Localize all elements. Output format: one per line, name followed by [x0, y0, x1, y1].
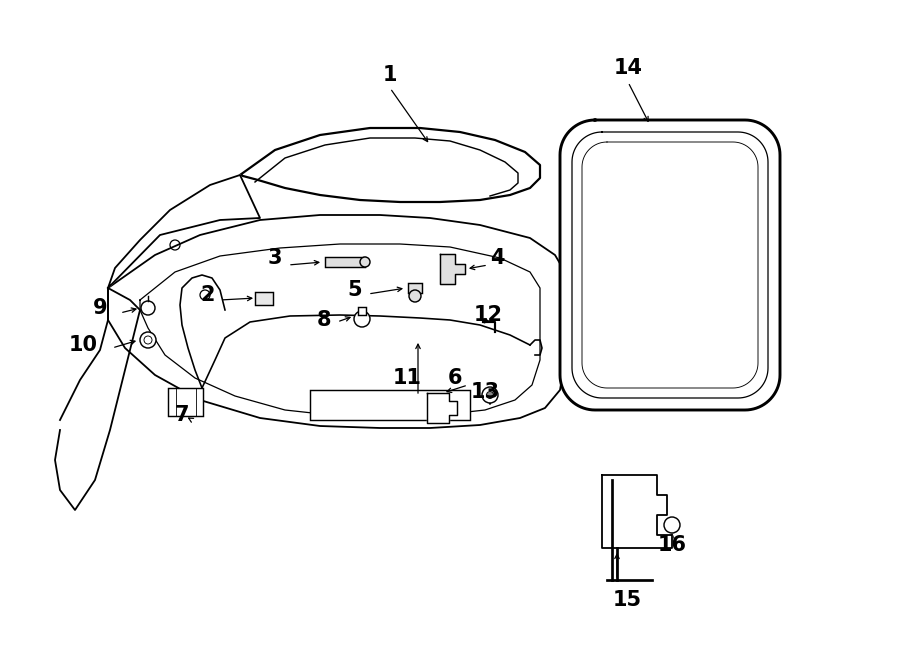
Text: 2: 2: [201, 285, 215, 305]
Bar: [168, 388, 203, 416]
Text: 1: 1: [382, 65, 397, 85]
Text: 16: 16: [658, 535, 687, 555]
Text: 5: 5: [347, 280, 363, 300]
Text: 3: 3: [268, 248, 283, 268]
Text: 4: 4: [490, 248, 504, 268]
Text: 9: 9: [93, 298, 107, 318]
Circle shape: [140, 332, 156, 348]
Bar: [358, 307, 366, 315]
Text: 13: 13: [471, 382, 500, 402]
Circle shape: [141, 301, 155, 315]
Circle shape: [354, 311, 370, 327]
Polygon shape: [560, 120, 780, 410]
Polygon shape: [108, 175, 260, 288]
Bar: [325, 257, 365, 267]
Polygon shape: [108, 215, 565, 428]
Text: 10: 10: [68, 335, 97, 355]
Text: 12: 12: [473, 305, 502, 325]
Circle shape: [482, 387, 498, 403]
Circle shape: [409, 290, 421, 302]
Bar: [408, 283, 422, 293]
Circle shape: [360, 257, 370, 267]
Text: 14: 14: [614, 58, 643, 78]
FancyBboxPatch shape: [310, 390, 470, 420]
Bar: [255, 292, 273, 305]
Polygon shape: [440, 254, 465, 284]
Text: 7: 7: [175, 405, 189, 425]
Text: 8: 8: [317, 310, 331, 330]
Text: 11: 11: [392, 368, 421, 388]
Polygon shape: [427, 393, 457, 423]
Circle shape: [487, 391, 493, 399]
Text: 6: 6: [448, 368, 463, 388]
Polygon shape: [602, 475, 672, 548]
Circle shape: [664, 517, 680, 533]
Polygon shape: [55, 288, 140, 510]
Text: 15: 15: [612, 590, 642, 610]
